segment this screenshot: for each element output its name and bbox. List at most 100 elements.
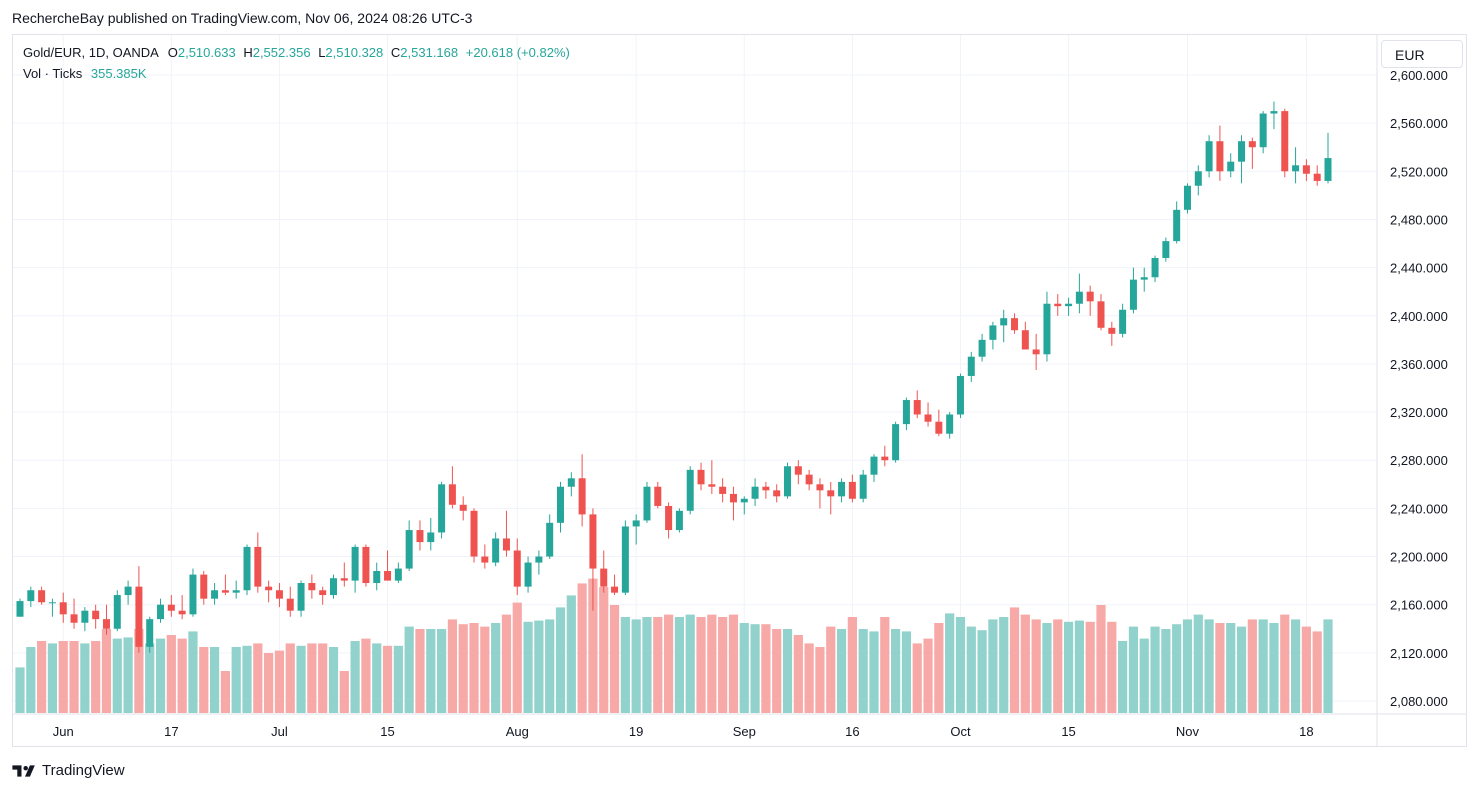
- candle-body: [708, 484, 716, 487]
- candle-body: [1065, 303, 1073, 307]
- candle-body: [1205, 141, 1213, 172]
- candle-body: [1259, 113, 1267, 148]
- volume-bar: [1247, 619, 1257, 713]
- volume-bar: [15, 667, 25, 713]
- volume-bar: [718, 617, 728, 713]
- time-tick-label: 18: [1299, 724, 1313, 739]
- candle-body: [448, 484, 456, 505]
- time-tick-label: 15: [1061, 724, 1075, 739]
- volume-bar: [977, 630, 987, 713]
- candle-body: [1011, 318, 1019, 331]
- candle-body: [892, 424, 900, 461]
- candle-body: [967, 356, 975, 376]
- candle-body: [405, 530, 413, 569]
- volume-bar: [285, 643, 295, 713]
- volume-bar: [523, 621, 533, 713]
- candle-body: [59, 602, 67, 615]
- price-tick-label: 2,520.000: [1390, 164, 1448, 179]
- volume-bar: [1118, 641, 1128, 713]
- candle-body: [459, 504, 467, 511]
- volume-bar: [815, 647, 825, 713]
- candle-body: [178, 610, 186, 615]
- candle-body: [1313, 173, 1321, 181]
- time-tick-label: Nov: [1176, 724, 1200, 739]
- volume-bar: [69, 641, 79, 713]
- candle-body: [643, 486, 651, 521]
- volume-bar: [793, 635, 803, 713]
- volume-bar: [945, 613, 955, 713]
- candle-body: [200, 574, 208, 599]
- volume-bar: [588, 578, 598, 713]
- candle-body: [351, 546, 359, 581]
- price-tick-label: 2,440.000: [1390, 261, 1448, 276]
- candle-body: [1281, 111, 1289, 172]
- volume-bar: [480, 626, 490, 713]
- volume-bar: [664, 614, 674, 713]
- price-tick-label: 2,120.000: [1390, 646, 1448, 661]
- volume-bar: [101, 629, 112, 713]
- volume-bar: [1053, 619, 1063, 713]
- volume-bar: [707, 614, 717, 713]
- candle-body: [654, 486, 662, 506]
- candle-body: [275, 590, 283, 599]
- volume-bar: [1161, 629, 1171, 713]
- candle-body: [1129, 279, 1137, 310]
- candle-body: [611, 586, 619, 593]
- volume-bar: [750, 624, 760, 713]
- candle-body: [924, 414, 932, 422]
- volume-bar: [209, 647, 220, 713]
- candle-body: [70, 614, 78, 623]
- change-value: +20.618 (+0.82%): [465, 45, 570, 60]
- volume-bar: [1204, 619, 1214, 713]
- volume-bar: [393, 645, 403, 713]
- symbol-label[interactable]: Gold/EUR, 1D, OANDA: [23, 45, 159, 60]
- volume-bar: [253, 643, 263, 713]
- volume-bar: [1128, 626, 1139, 713]
- volume-bar: [1042, 623, 1052, 713]
- volume-legend: Vol · Ticks 355.385K: [23, 66, 147, 81]
- candle-body: [1183, 185, 1191, 210]
- volume-bar: [988, 619, 998, 713]
- candle-body: [319, 590, 327, 596]
- volume-bar: [1226, 623, 1236, 713]
- candle-body: [470, 510, 478, 557]
- candle-body: [308, 583, 316, 591]
- volume-bar: [880, 617, 890, 713]
- close-value: 2,531.168: [400, 45, 459, 60]
- price-tick-label: 2,160.000: [1390, 598, 1448, 613]
- volume-bar: [447, 619, 457, 713]
- volume-bar: [685, 614, 695, 713]
- volume-bar: [1020, 614, 1030, 713]
- candle-body: [16, 601, 24, 617]
- volume-label[interactable]: Vol · Ticks: [23, 66, 83, 81]
- price-tick-label: 2,080.000: [1390, 694, 1448, 709]
- volume-bar: [491, 623, 501, 713]
- candle-body: [946, 414, 954, 434]
- candlesticks: [16, 101, 1332, 653]
- volume-bar: [512, 602, 522, 713]
- currency-button[interactable]: EUR: [1381, 40, 1463, 68]
- volume-bar: [296, 645, 306, 713]
- candle-body: [740, 498, 748, 503]
- volume-bar: [145, 643, 155, 713]
- volume-bar: [274, 650, 285, 713]
- candle-body: [600, 568, 608, 587]
- candle-body: [578, 478, 586, 515]
- candle-body: [297, 583, 305, 611]
- volume-bar: [577, 583, 587, 713]
- candle-body: [124, 586, 132, 596]
- candle-body: [535, 556, 543, 563]
- volume-bar: [761, 624, 771, 713]
- volume-bar: [1182, 619, 1193, 713]
- candle-body: [384, 570, 392, 581]
- volume-bar: [728, 614, 739, 713]
- candle-body: [978, 339, 986, 357]
- price-axis: 2,080.000 2,120.000 2,160.000 2,200.000 2,24…: [1376, 35, 1448, 747]
- published-header: RechercheBay published on TradingView.co…: [12, 10, 473, 26]
- candle-body: [1151, 257, 1159, 278]
- candle-body: [913, 400, 921, 415]
- candle-body: [254, 546, 262, 587]
- candle-body: [859, 474, 867, 499]
- footer-brand[interactable]: TradingView: [12, 762, 125, 779]
